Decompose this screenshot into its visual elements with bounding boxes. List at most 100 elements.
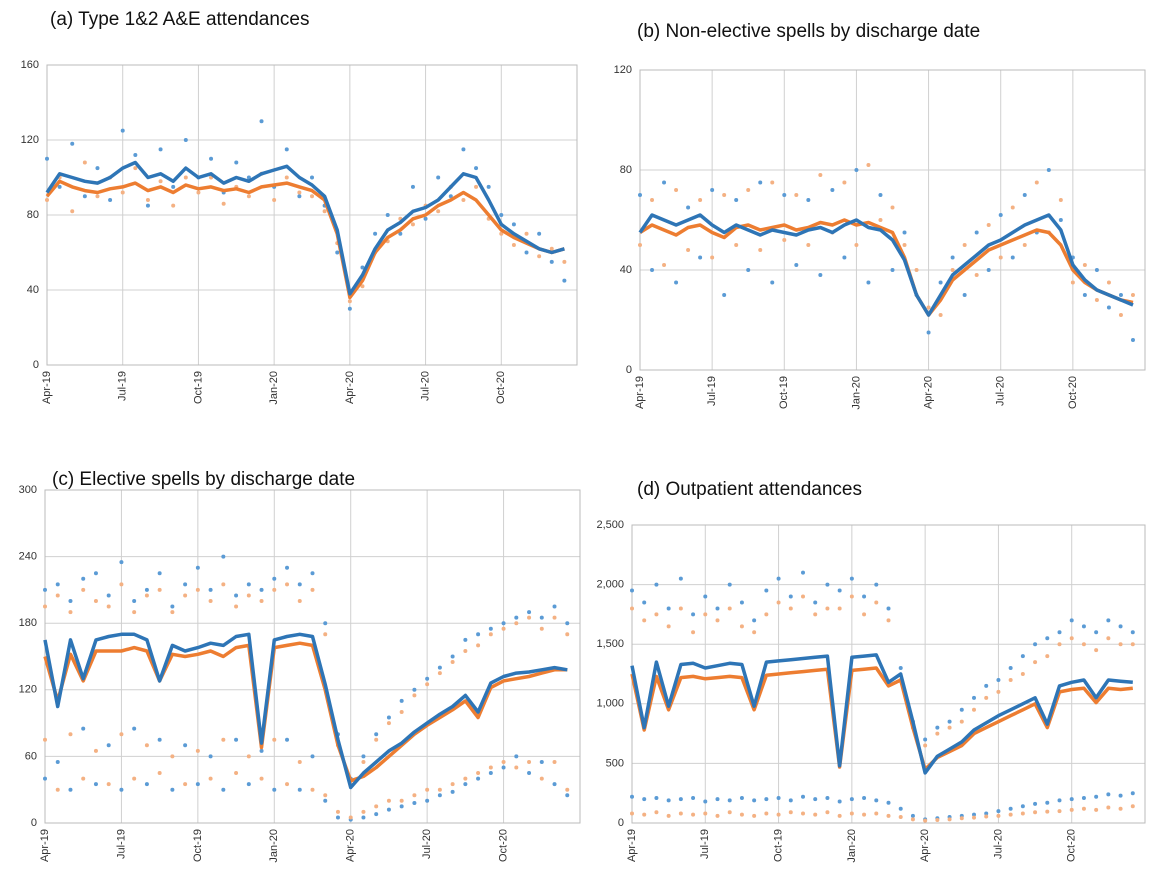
dot [386,807,391,812]
dot [145,203,150,208]
dot [463,648,468,653]
dot [474,166,479,171]
dot [1081,795,1086,800]
dot [437,671,442,676]
dot [234,737,239,742]
dot [746,268,751,272]
dot [764,797,769,802]
panel: (d) Outpatient attendances 0 500 1,000 1,500… [596,479,1146,863]
dot [463,776,468,781]
dot [297,194,302,199]
dot [285,737,290,742]
dot [825,606,830,611]
dot [272,576,277,581]
dot [463,782,468,787]
dot [373,231,378,236]
panel: (b) Non-elective spells by discharge dat… [614,21,1146,410]
dot [170,610,175,615]
dot [552,615,557,620]
dot [984,695,989,700]
dot [120,128,125,133]
dot [537,231,542,236]
y-tick-label: 0 [31,817,37,829]
dot [788,810,793,815]
dot [972,695,976,700]
dot [862,612,867,617]
dot [119,582,124,587]
dot [722,193,727,197]
dot [926,305,931,310]
dot [1106,618,1111,623]
dot [666,813,671,818]
dot [715,797,720,802]
dot [752,630,757,635]
dot [386,721,391,726]
dot [463,637,468,642]
dot [1118,806,1123,811]
dot [910,813,915,818]
dot [698,255,703,260]
dot [691,630,696,635]
dot [974,230,979,235]
dot [297,599,302,603]
dot [410,184,415,189]
dot [209,156,214,161]
dot [813,612,818,617]
dot [68,599,73,603]
x-tick-label: Apr-20 [345,829,357,862]
dot [221,737,226,742]
dot [144,743,149,748]
dot [539,759,544,764]
x-tick-label: Jan-20 [268,829,280,863]
x-tick-label: Oct-20 [495,371,507,404]
dot [196,190,201,195]
dot [183,138,188,142]
x-tick-label: Apr-20 [922,376,934,409]
dot [183,593,188,598]
dot [310,194,314,199]
dot [998,255,1003,260]
dot [437,793,442,798]
dot [1118,624,1123,629]
dot [691,612,696,617]
dot [386,715,391,720]
dot [323,621,328,626]
dot [950,255,955,260]
dot [95,194,100,199]
dot [501,626,506,631]
dot [106,782,111,787]
dot [818,273,823,277]
dot [898,666,903,671]
dot [474,184,479,189]
dot [562,259,567,264]
dot [272,587,277,592]
dot [145,198,150,202]
dot [886,800,891,805]
dot [55,582,60,587]
dot [662,263,667,267]
dot [686,205,691,210]
dot [788,606,793,611]
dot [984,683,989,688]
dot [1106,805,1111,810]
dot [678,797,683,802]
dot [234,604,239,609]
dot [1106,792,1111,797]
dot [866,280,871,285]
dot [1020,654,1025,659]
dot [1020,811,1025,816]
dot [158,147,163,152]
dot [1010,205,1015,210]
dot [70,141,75,146]
dot [157,571,162,576]
dot [752,798,757,803]
dot [678,606,683,611]
dot [170,604,175,609]
dot [666,624,671,629]
dot [323,798,328,803]
dot [297,759,302,764]
dot [322,209,327,214]
dot [93,571,98,576]
dot [450,789,455,794]
dot [866,163,871,167]
